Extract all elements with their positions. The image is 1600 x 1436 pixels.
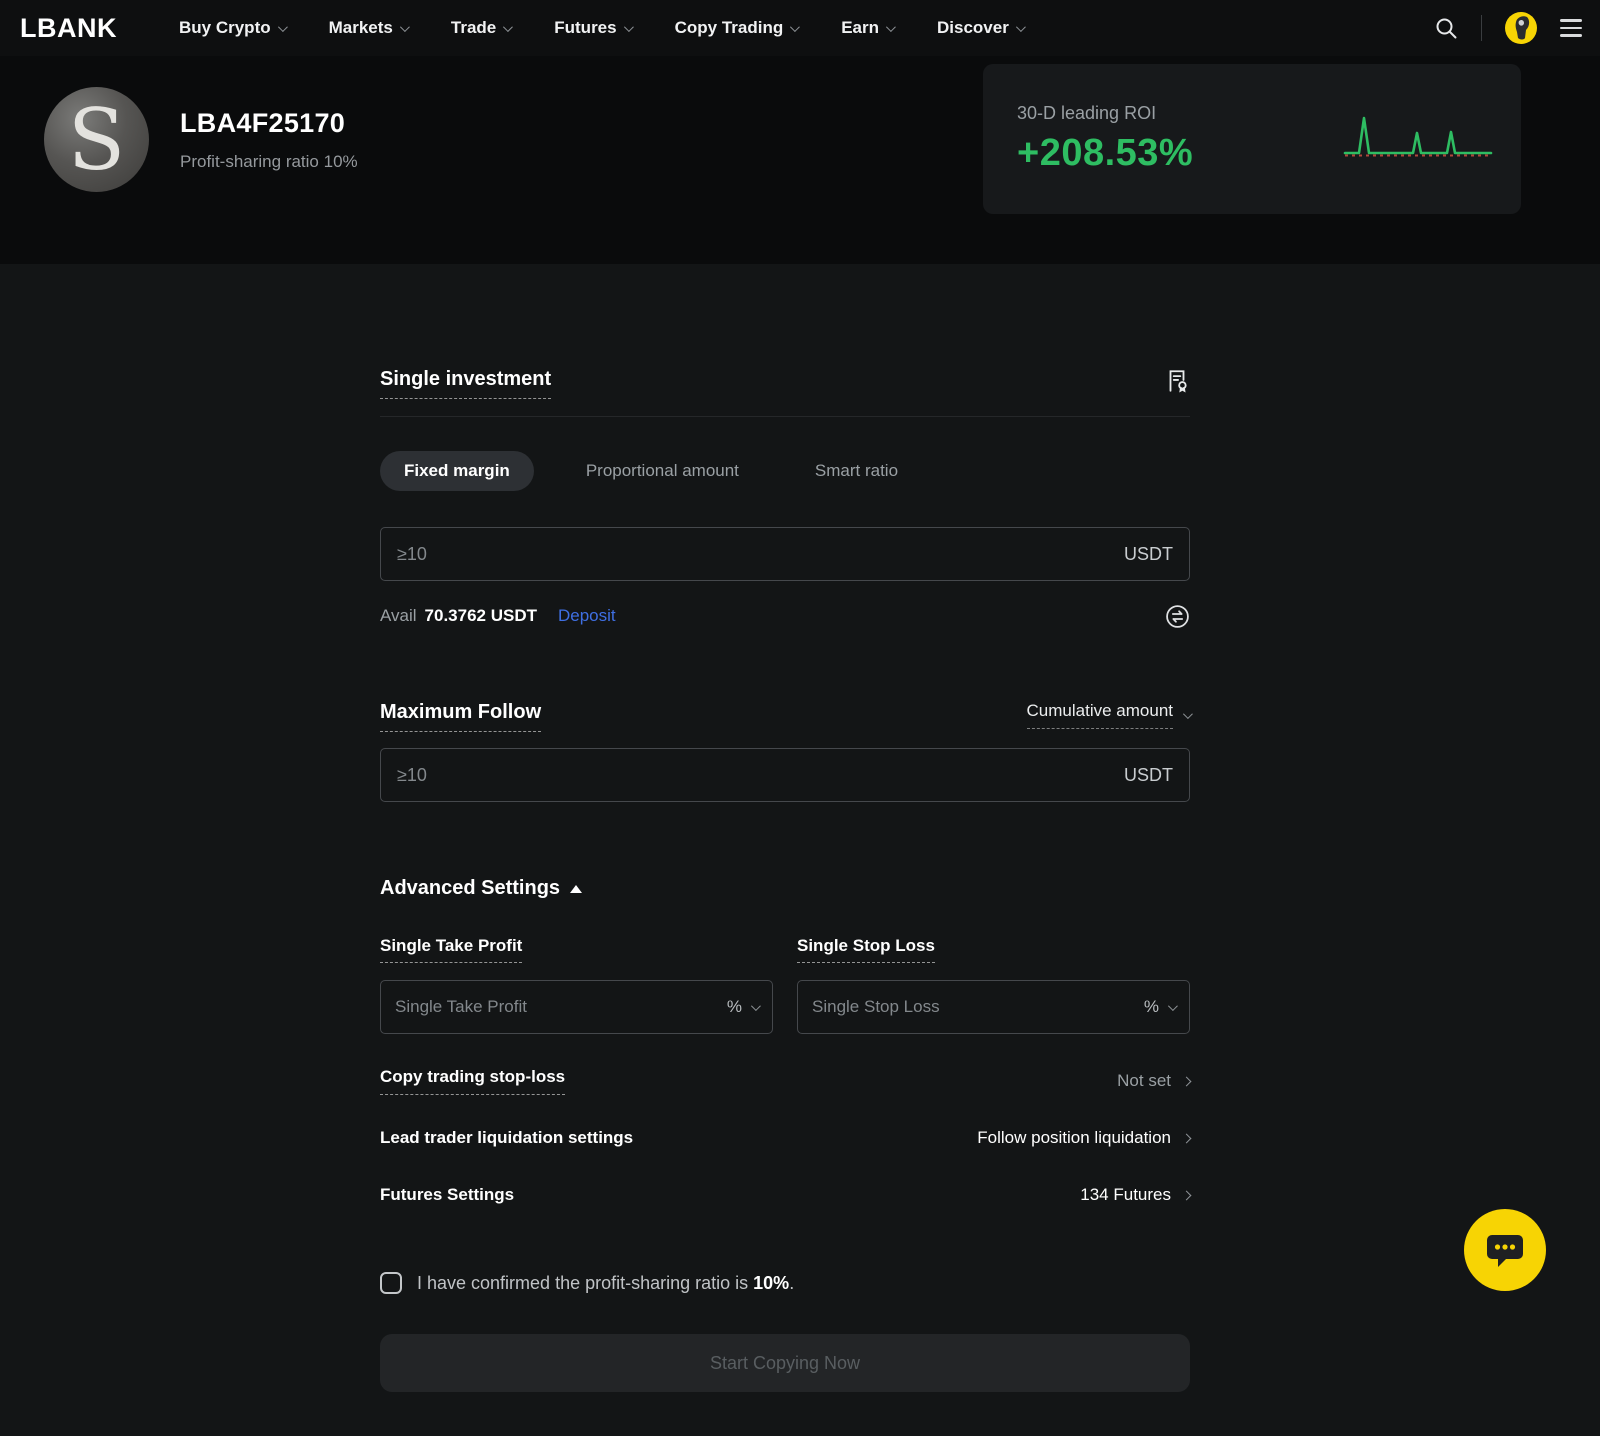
maximum-follow-amount-field: USDT [380, 748, 1190, 802]
nav-item-markets[interactable]: Markets [329, 18, 410, 38]
deposit-link[interactable]: Deposit [558, 606, 616, 625]
copy-trading-stop-loss-value[interactable]: Not set [1117, 1071, 1192, 1091]
lead-trader-liquidation-value[interactable]: Follow position liquidation [977, 1128, 1192, 1148]
nav-item-discover[interactable]: Discover [937, 18, 1026, 38]
roi-label: 30-D leading ROI [1017, 103, 1157, 123]
confirm-checkbox[interactable] [380, 1272, 402, 1294]
trader-avatar[interactable]: S [44, 87, 149, 192]
menu-icon[interactable] [1560, 19, 1582, 37]
main-menu: Buy Crypto Markets Trade Futures Copy Tr… [179, 18, 1026, 38]
futures-settings-label: Futures Settings [380, 1185, 515, 1204]
roi-value: +208.53% [1017, 132, 1194, 174]
profit-sharing-confirm-row: I have confirmed the profit-sharing rati… [380, 1268, 1190, 1298]
start-copying-button[interactable]: Start Copying Now [380, 1334, 1190, 1392]
chevron-down-icon[interactable] [1167, 1000, 1178, 1011]
stop-loss-label: Single Stop Loss [797, 936, 935, 963]
profit-sharing-ratio: Profit-sharing ratio 10% [180, 151, 358, 171]
collapse-arrow-icon [570, 885, 583, 893]
copy-trading-form: Single investment Fixed margin Proportio… [380, 264, 1193, 1392]
chevron-right-icon [1181, 1076, 1192, 1086]
max-follow-mode-select[interactable]: Cumulative amount [1026, 701, 1193, 729]
lead-trader-liquidation-row: Lead trader liquidation settings Follow … [380, 1123, 1192, 1153]
roi-sparkline [1343, 116, 1493, 157]
top-navigation: LBANK Buy Crypto Markets Trade Futures C… [0, 0, 1600, 56]
stop-loss-field: % [797, 980, 1190, 1034]
chevron-down-icon[interactable] [750, 1000, 761, 1011]
chevron-right-icon [1181, 1133, 1192, 1143]
maximum-follow-title: Maximum Follow [380, 701, 542, 732]
chevron-down-icon [399, 21, 410, 32]
nav-divider [1481, 15, 1482, 41]
nav-item-copy-trading[interactable]: Copy Trading [675, 18, 801, 38]
chevron-down-icon [623, 21, 634, 32]
transfer-icon[interactable] [1165, 604, 1190, 629]
chevron-down-icon [277, 21, 288, 32]
take-profit-label: Single Take Profit [380, 936, 523, 963]
avail-label: Avail [380, 606, 417, 625]
tab-smart-ratio[interactable]: Smart ratio [814, 461, 899, 480]
customer-support-chat-button[interactable] [1464, 1209, 1546, 1291]
section-title-single-investment: Single investment [380, 368, 552, 399]
single-investment-amount-field: USDT [380, 527, 1190, 581]
chevron-right-icon [1181, 1190, 1192, 1200]
lead-trader-liquidation-label: Lead trader liquidation settings [380, 1128, 634, 1147]
chevron-down-icon [885, 21, 896, 32]
confirm-text: I have confirmed the profit-sharing rati… [417, 1272, 795, 1293]
futures-settings-row: Futures Settings 134 Futures [380, 1180, 1192, 1210]
maximum-follow-amount-input[interactable] [397, 764, 1112, 786]
take-profit-input[interactable] [395, 997, 727, 1017]
chevron-down-icon [1015, 21, 1026, 32]
single-investment-amount-input[interactable] [397, 543, 1112, 565]
futures-settings-value[interactable]: 134 Futures [1080, 1185, 1192, 1205]
nav-item-buy-crypto[interactable]: Buy Crypto [179, 18, 288, 38]
chevron-down-icon [503, 21, 514, 32]
agreement-document-icon[interactable] [1164, 368, 1190, 394]
section-divider [380, 416, 1190, 417]
take-profit-field: % [380, 980, 773, 1034]
search-icon[interactable] [1433, 15, 1459, 41]
tab-proportional-amount[interactable]: Proportional amount [585, 461, 739, 480]
avail-value: 70.3762 USDT [424, 606, 537, 625]
copy-trading-stop-loss-row: Copy trading stop-loss Not set [380, 1066, 1192, 1096]
advanced-settings-toggle[interactable]: Advanced Settings [380, 874, 1190, 902]
roi-card: 30-D leading ROI +208.53% [983, 64, 1521, 214]
nav-item-earn[interactable]: Earn [841, 18, 896, 38]
tab-fixed-margin[interactable]: Fixed margin [380, 451, 534, 491]
trader-header: S LBA4F25170 Profit-sharing ratio 10% 30… [0, 56, 1600, 264]
nav-item-trade[interactable]: Trade [451, 18, 514, 38]
chevron-down-icon [790, 21, 801, 32]
trader-name: LBA4F25170 [180, 107, 346, 138]
amount-unit: USDT [1124, 764, 1173, 785]
amount-unit: USDT [1124, 543, 1173, 564]
chat-bubble-icon [1487, 1235, 1523, 1267]
nav-item-futures[interactable]: Futures [554, 18, 634, 38]
investment-mode-tabs: Fixed margin Proportional amount Smart r… [380, 451, 1190, 491]
lbank-logo[interactable]: LBANK [20, 12, 117, 43]
copy-trading-stop-loss-label: Copy trading stop-loss [380, 1067, 566, 1095]
user-avatar[interactable] [1504, 11, 1538, 45]
chevron-down-icon [1182, 708, 1193, 719]
stop-loss-input[interactable] [812, 997, 1144, 1017]
